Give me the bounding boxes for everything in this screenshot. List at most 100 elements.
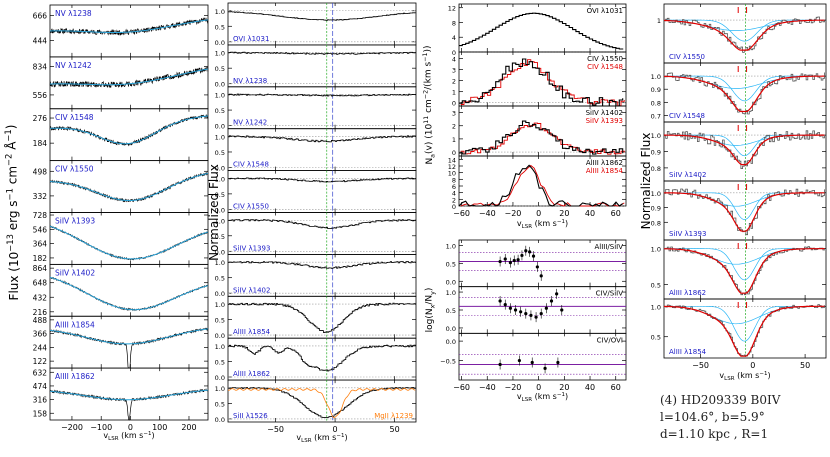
y-tick-label: 332 — [33, 192, 48, 201]
x-tick-label: 20 — [559, 209, 569, 218]
ratio-panel: 1.0 0.5 0.0 CIV/SiIV — [446, 286, 627, 334]
ratio-point — [517, 358, 521, 363]
y-tick-label: 1.0 — [215, 217, 225, 225]
y-tick-label: 546 — [33, 225, 48, 234]
norm-panel: 1.0 0.5 0.0 SiIV λ1393 — [215, 212, 417, 256]
normalized-profile-line — [228, 344, 416, 372]
x-tick-label: 40 — [585, 209, 595, 218]
y-tick-label: 0.5 — [215, 191, 225, 199]
y-tick-label: 0.5 — [215, 23, 225, 31]
y-tick-label: 216 — [33, 308, 48, 317]
flux-panel: 632 474 316 158 −200 −100 0 100 200 AlIII λ1862 — [33, 367, 209, 432]
panel-label: SiII λ1526 — [233, 412, 268, 420]
y-tick-label: 1.0 — [651, 73, 661, 81]
panel-frame — [458, 332, 627, 381]
normalized-profile-line — [228, 93, 416, 97]
panel-label: AlIII λ1862 — [55, 372, 95, 381]
ratio-panel: 1.0 0.5 0.0 AlIII/SiIV — [446, 239, 627, 288]
y-tick-label: 1.0 — [651, 303, 661, 311]
x-tick-label: −60 — [453, 383, 470, 392]
y-tick-label: 0.0 — [215, 332, 225, 340]
x-tick-label: −40 — [479, 209, 496, 218]
y-tick-label: 0.0 — [215, 39, 225, 47]
y-tick-label: 1.0 — [651, 246, 661, 254]
x-tick-label: 200 — [181, 423, 196, 432]
panel-label: SiIV λ1393 — [669, 230, 706, 238]
flux-spectrum-line — [49, 225, 209, 261]
norm-panel: 1.0 0.5 0.0 −50 0 50 MgII λ1239 SiII λ1526 — [215, 379, 417, 434]
ratio-point — [503, 257, 507, 261]
ratio-point — [520, 253, 524, 258]
y-tick-label: 1.0 — [651, 190, 661, 198]
y-tick-label: 2 — [452, 78, 456, 86]
y-tick-label: 8 — [452, 19, 456, 27]
panel-label: AlIII/SiIV — [594, 243, 623, 251]
y-tick-label: 0.5 — [446, 260, 456, 268]
ratio-point — [549, 299, 554, 303]
panel-label: AlIII λ1854 — [55, 320, 95, 329]
panel-label: NV λ1242 — [233, 119, 267, 127]
ratio-point — [544, 306, 548, 310]
panel-label: SiIV λ1402 — [55, 268, 95, 277]
total-fit-line — [664, 134, 825, 166]
continuum-fit-line — [49, 389, 209, 401]
y-tick-label: 0 — [452, 49, 456, 57]
panel-label-red: AlIII λ1854 — [586, 167, 624, 175]
y-tick-label: 666 — [33, 12, 48, 21]
y-tick-label: 0.0 — [215, 206, 225, 214]
component-fit-column: 1 CIV λ1550 1.0 0.9 0.8 0.7 CIV λ1548 1.0 0.9 0.8… — [639, 3, 827, 382]
y-tick-label: 0.8 — [651, 219, 661, 227]
x-tick-label: 20 — [559, 383, 569, 392]
component-1-line — [664, 75, 825, 102]
y-tick-label: −0.5 — [440, 358, 456, 366]
ratio-point — [508, 261, 512, 265]
y-tick-label: 0 — [452, 149, 456, 157]
y-tick-label: 0 — [452, 203, 456, 211]
fit-panel: 1.0 0.5 AlIII λ1862 — [651, 239, 827, 300]
ratio-point — [512, 258, 516, 263]
y-tick-label: 244 — [33, 343, 48, 352]
x-tick-label: −200 — [61, 423, 83, 432]
y-tick-label: 0.9 — [651, 86, 661, 94]
flux-panel: 666 444 NV λ1238 — [33, 4, 209, 58]
y-tick-label: 366 — [33, 330, 48, 339]
y-tick-label: 0.5 — [651, 334, 661, 342]
y-tick-label: 4 — [452, 190, 456, 198]
x-tick-label: 60 — [611, 383, 621, 392]
panel-label: CIV λ1550 — [587, 55, 623, 63]
x-tick-label: 0 — [128, 423, 133, 432]
x-tick-label: −50 — [692, 361, 709, 370]
panel-label: SiIV λ1402 — [669, 171, 706, 179]
y-tick-label: 122 — [33, 357, 48, 366]
flux-panel: 488 366 244 122 AlIII λ1854 — [33, 315, 209, 369]
fit-panel: 1.0 0.5 −50 0 50 AlIII λ1854 — [651, 298, 827, 370]
continuum-fit-line — [50, 19, 208, 33]
column-density-line — [459, 58, 624, 107]
norm-panel: 1.0 0.5 0.0 OVI λ1031 — [215, 2, 417, 47]
caption-distance: d=1.10 kpc , R=1 — [660, 427, 769, 441]
ratio-point — [556, 360, 560, 365]
total-fit-line — [664, 192, 825, 232]
ratio-point — [498, 362, 502, 367]
panel-label: NV λ1242 — [55, 61, 92, 70]
continuum-fit-line — [50, 115, 209, 145]
y-tick-label: 0.5 — [215, 149, 225, 157]
caption-star: (4) HD209339 B0IV — [660, 393, 781, 407]
x-tick-label: 50 — [800, 361, 810, 370]
norm-panel: 1.0 0.5 0.0 CIV λ1548 — [215, 128, 417, 172]
ratio-point — [503, 303, 507, 307]
normalized-profile-line — [228, 51, 416, 55]
y-tick-label: 184 — [33, 139, 48, 148]
mgii-profile-line — [228, 388, 416, 419]
normalized-profile-line — [228, 11, 416, 21]
y-tick-label: 728 — [33, 211, 48, 220]
y-tick-label: 1.0 — [215, 92, 225, 100]
y-tick-label: 0.0 — [446, 325, 456, 333]
y-tick-label: 648 — [33, 279, 48, 288]
y-tick-label: 1 — [657, 17, 661, 25]
y-tick-label: 556 — [33, 91, 48, 100]
panel-label: AlIII λ1854 — [233, 328, 271, 336]
